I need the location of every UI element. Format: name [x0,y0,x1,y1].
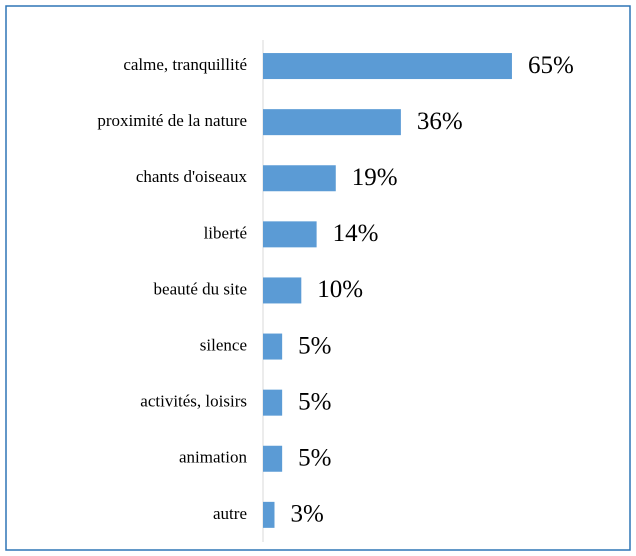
value-label: 5% [298,388,331,415]
bar [263,221,317,248]
category-label: autre [213,504,247,523]
category-label: animation [179,448,247,467]
category-label: silence [200,335,247,354]
value-label: 3% [290,501,323,528]
bar [263,445,283,472]
bar [263,501,275,528]
value-label: 14% [333,220,379,247]
bar [263,277,302,304]
value-label: 19% [352,164,398,191]
value-label: 5% [298,332,331,359]
bar [263,389,283,416]
bar [263,109,401,136]
category-label: chants d'oiseaux [136,167,248,186]
bar [263,165,336,192]
category-label: activités, loisirs [140,392,247,411]
frame [5,5,631,551]
value-label: 36% [417,108,463,135]
bar [263,333,283,360]
category-label: calme, tranquillité [123,55,247,74]
bar [263,53,512,80]
value-label: 5% [298,444,331,471]
category-label: proximité de la nature [97,111,247,130]
category-label: beauté du site [154,279,247,298]
value-label: 65% [528,52,574,79]
value-label: 10% [317,276,363,303]
category-label: liberté [204,223,247,242]
